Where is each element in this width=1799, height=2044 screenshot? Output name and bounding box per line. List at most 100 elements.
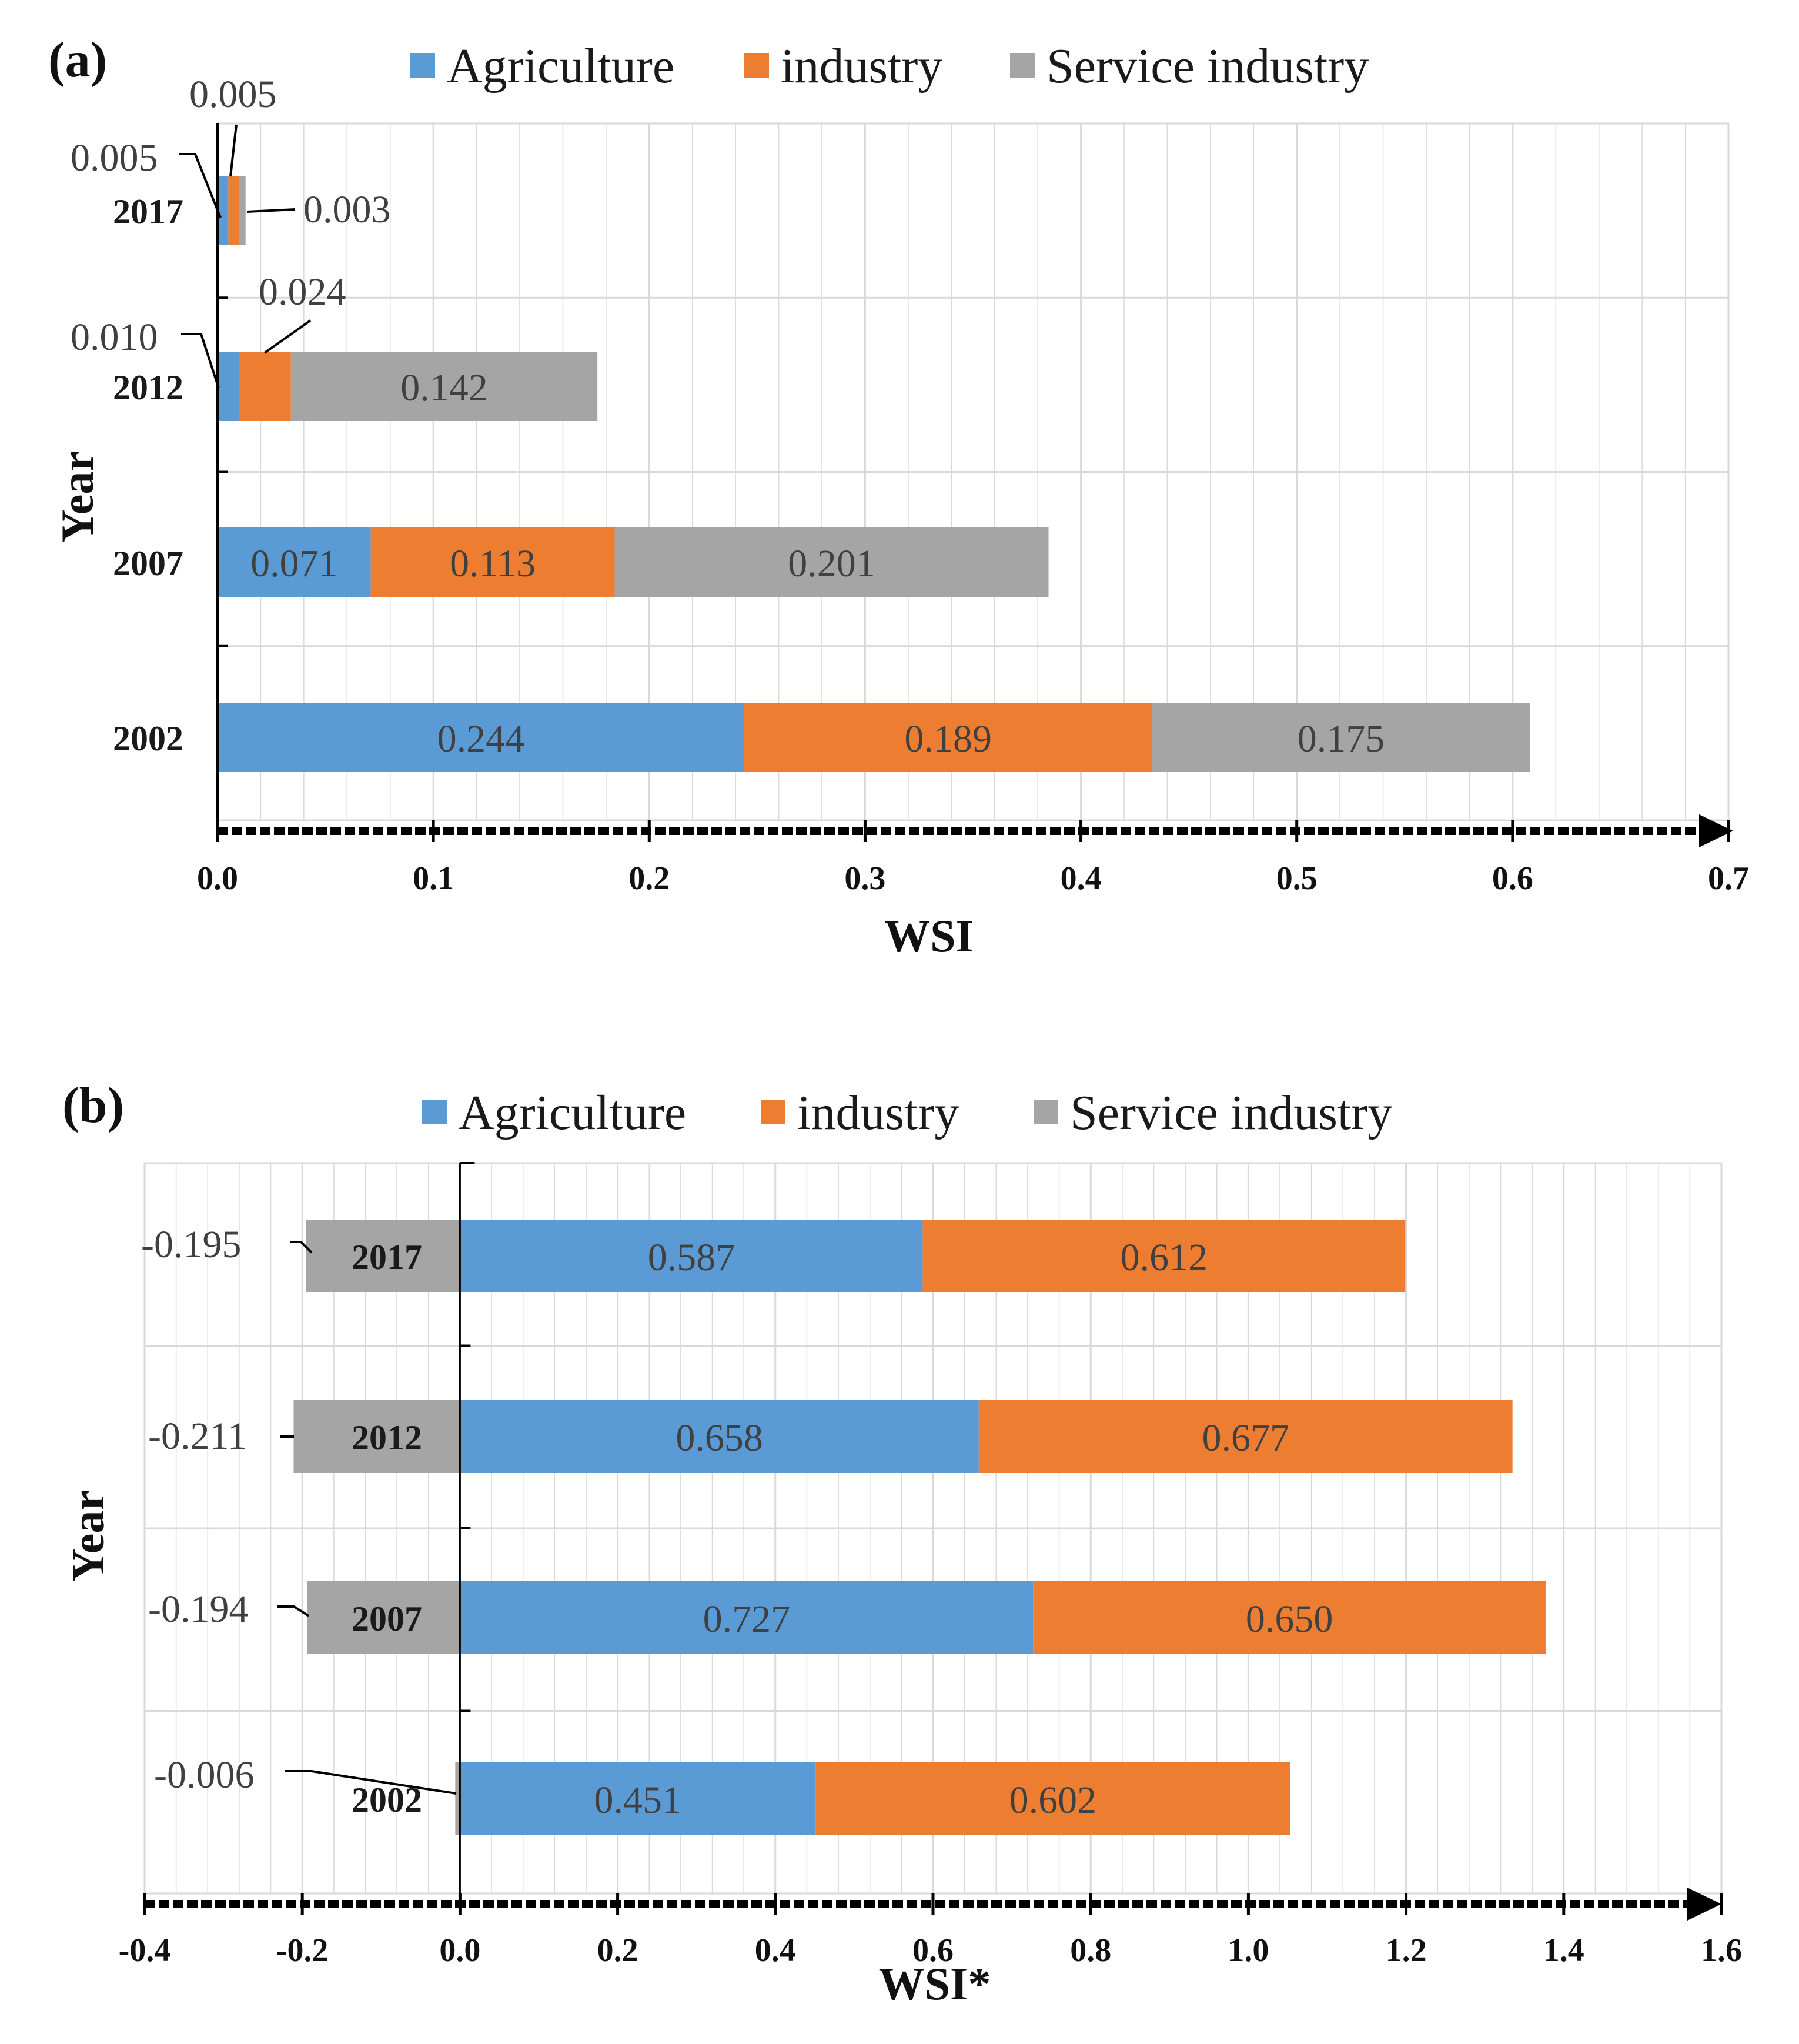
panel-a-callout-label: 0.005: [189, 73, 277, 116]
panel-a-bar-2012-service-industry: [290, 352, 598, 421]
panel-b-data-label: 0.612: [1121, 1236, 1208, 1279]
panel-b-x-tick-label: 1.6: [1701, 1932, 1742, 1969]
panel-a-bar-2012-agriculture: [218, 352, 239, 421]
panel-b-bar-2007-industry: [1033, 1581, 1546, 1654]
panel-b-bar-2007-service-industry: [307, 1581, 460, 1654]
panel-b-legend-swatch-0: [422, 1100, 447, 1124]
panel-b-bar-2007-agriculture: [460, 1581, 1034, 1654]
panel-a-callout-label: 0.003: [303, 188, 391, 231]
panel-b-x-tick-label: 0.2: [597, 1932, 638, 1969]
panel-b-data-label: 0.727: [703, 1598, 791, 1641]
panel-a-label: (a): [48, 31, 107, 88]
panel-a-bar-2007-industry: [370, 527, 615, 597]
panel-a-x-axis-title: WSI: [884, 910, 974, 961]
panel-b-x-tick-label: 1.0: [1228, 1932, 1269, 1969]
panel-a-bar-2007-agriculture: [218, 527, 371, 597]
panel-b-bar-2017-agriculture: [460, 1220, 923, 1292]
panel-a-category-label: 2017: [113, 192, 183, 231]
panel-a-legend-label-1: industry: [781, 39, 942, 93]
panel-b-bar-2012-service-industry: [293, 1400, 460, 1473]
panel-a-data-label: 0.189: [905, 717, 992, 760]
panel-a-legend-swatch-2: [1010, 53, 1035, 78]
panel-b-legend: Agriculture industry Service industry: [422, 1086, 1392, 1140]
panel-b-bar-2002-agriculture: [460, 1762, 816, 1835]
panel-a-legend-swatch-0: [410, 53, 435, 78]
panel-b-data-label: 0.650: [1246, 1598, 1333, 1641]
panel-b-bar-2017-industry: [922, 1220, 1406, 1292]
panel-b-x-tick-label: 0.0: [439, 1932, 480, 1969]
panel-b-x-tick-label: 0.8: [1070, 1932, 1111, 1969]
panel-b-bar-2002-industry: [815, 1762, 1290, 1835]
panel-a-category-label: 2002: [113, 719, 183, 758]
panel-a-callout-line: [181, 333, 220, 389]
panel-b-data-label: 0.587: [648, 1236, 735, 1279]
panel-a-bar-2002-industry: [744, 703, 1152, 772]
panel-b-legend-swatch-2: [1034, 1100, 1058, 1124]
panel-a-callout-line: [179, 153, 222, 218]
panel-a-category-label: 2007: [113, 544, 183, 583]
panel-a-data-label: 0.113: [450, 542, 536, 585]
panel-a-bar-2002-agriculture: [218, 703, 744, 772]
panel-b-data-label: 0.658: [676, 1417, 763, 1459]
panel-a-bar-2002-service-industry: [1152, 703, 1530, 772]
panel-a-data-label: 0.142: [400, 366, 488, 409]
panel-a-bar-2007-service-industry: [614, 527, 1049, 597]
panel-a-bar-2012-industry: [239, 352, 291, 421]
panel-a-x-tick-label: 0.5: [1276, 860, 1318, 897]
panel-a-callout-line: [263, 319, 312, 354]
panel-b-x-tick-label: 0.4: [755, 1932, 796, 1969]
panel-b-x-tick-label: 1.2: [1386, 1932, 1427, 1969]
panel-b: (b) Agriculture industry Service industry …: [62, 1077, 1742, 2009]
panel-b-category-label: 2012: [352, 1418, 422, 1457]
panel-b-callout-line: [285, 1770, 457, 1795]
panel-a-legend-label-0: Agriculture: [447, 39, 674, 93]
panel-a-y-axis-title: Year: [52, 451, 103, 543]
panel-b-x-tick-label: -0.2: [276, 1932, 329, 1969]
panel-b-x-axis-title: WSI*: [879, 1958, 991, 2009]
panel-a-x-axis-arrow: [1699, 814, 1733, 847]
panel-b-x-tick-label: 0.6: [912, 1932, 954, 1969]
panel-b-callout-label: -0.194: [148, 1588, 248, 1631]
panel-a-bar-2017-service-industry: [239, 176, 246, 245]
panel-a: (a) Agriculture industry Service industry …: [48, 31, 1749, 961]
panel-a-bar-2017-agriculture: [218, 176, 229, 245]
panel-a-legend: Agriculture industry Service industry: [410, 39, 1369, 93]
panel-b-category-label: 2017: [352, 1238, 422, 1277]
panel-a-bar-2017-industry: [228, 176, 239, 245]
panel-a-x-tick-label: 0.1: [413, 860, 454, 897]
panel-b-callout-label: -0.195: [141, 1223, 241, 1266]
panel-b-bar-2012-industry: [978, 1400, 1513, 1473]
panel-a-x-tick-label: 0.2: [628, 860, 670, 897]
panel-b-data-label: 0.677: [1202, 1417, 1289, 1459]
panel-a-data-label: 0.175: [1298, 717, 1385, 760]
panel-a-data-label: 0.201: [788, 542, 875, 585]
panel-a-x-tick-label: 0.7: [1708, 860, 1749, 897]
panel-b-x-tick-label: 1.4: [1543, 1932, 1584, 1969]
panel-b-axes: -0.4 -0.2 0.0 0.2 0.4 0.6 0.8 1.0 1.2 1.4 1.6: [119, 1162, 1742, 1969]
panel-b-x-axis-arrow: [1687, 1888, 1721, 1921]
panel-a-callout-line: [229, 124, 238, 177]
panel-a-legend-label-2: Service industry: [1046, 39, 1369, 93]
panel-b-legend-swatch-1: [761, 1100, 785, 1124]
panel-a-data-label: 0.071: [250, 542, 338, 585]
panel-a-category-label: 2012: [113, 368, 183, 407]
panel-b-legend-label-2: Service industry: [1070, 1086, 1392, 1140]
panel-a-callout-label: 0.024: [259, 270, 346, 313]
panel-b-bar-2002-service-industry: [455, 1762, 460, 1835]
panel-b-label: (b): [62, 1077, 124, 1133]
panel-b-category-label: 2007: [352, 1599, 422, 1638]
panel-b-callout-line: [277, 1605, 310, 1617]
panel-b-bar-2012-agriculture: [460, 1400, 979, 1473]
panel-b-bars: 0.587 0.612 2017 0.658 0.677 2012 0.727 0.650 20…: [141, 1220, 1546, 1835]
panel-a-axes: 0.0 0.1 0.2 0.3 0.4 0.5 0.6 0.7: [197, 123, 1749, 897]
panel-a-x-tick-label: 0.0: [197, 860, 238, 897]
panel-a-callout-label: 0.010: [71, 316, 158, 359]
panel-b-legend-label-0: Agriculture: [459, 1086, 686, 1140]
panel-b-y-axis-title: Year: [62, 1490, 113, 1582]
panel-a-callout-line: [246, 208, 296, 213]
panel-b-callout-label: -0.006: [154, 1754, 254, 1796]
panel-b-x-tick-label: -0.4: [119, 1932, 171, 1969]
panel-a-bars: 2017 0.142 2012 0.071 0.113 0.201 2007 0.244 0.1…: [71, 73, 1530, 772]
panel-a-x-tick-label: 0.4: [1061, 860, 1102, 897]
